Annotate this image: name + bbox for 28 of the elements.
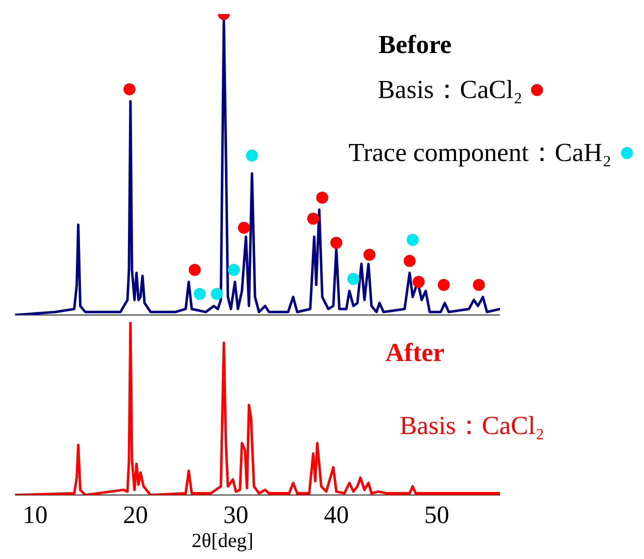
x-axis-title: 2θ[deg] bbox=[192, 530, 254, 552]
point bbox=[438, 278, 450, 291]
point bbox=[123, 83, 136, 96]
point bbox=[347, 272, 360, 285]
text: Before bbox=[377, 30, 453, 60]
point bbox=[307, 212, 320, 225]
point bbox=[188, 264, 201, 276]
point bbox=[472, 278, 485, 291]
x-tick-label: 20 bbox=[122, 502, 148, 529]
point bbox=[228, 264, 240, 276]
text: After bbox=[384, 338, 446, 368]
point bbox=[404, 254, 416, 267]
point bbox=[412, 276, 425, 288]
point bbox=[246, 149, 258, 162]
legend-label: Trace component：CaH₂ bbox=[348, 137, 612, 169]
point bbox=[316, 192, 328, 204]
legend-label: Basis：CaCl₂ bbox=[378, 74, 522, 106]
x-tick-label: 50 bbox=[424, 502, 450, 529]
series-label: Basis：CaCl₂ bbox=[400, 410, 544, 442]
point bbox=[210, 288, 223, 300]
point bbox=[194, 288, 206, 300]
point bbox=[406, 234, 419, 246]
point bbox=[330, 236, 342, 249]
point bbox=[363, 248, 376, 261]
x-tick-label: 10 bbox=[22, 502, 48, 529]
x-tick-label: 40 bbox=[324, 502, 349, 529]
point bbox=[238, 222, 250, 234]
x-tick-label: 30 bbox=[223, 502, 248, 529]
